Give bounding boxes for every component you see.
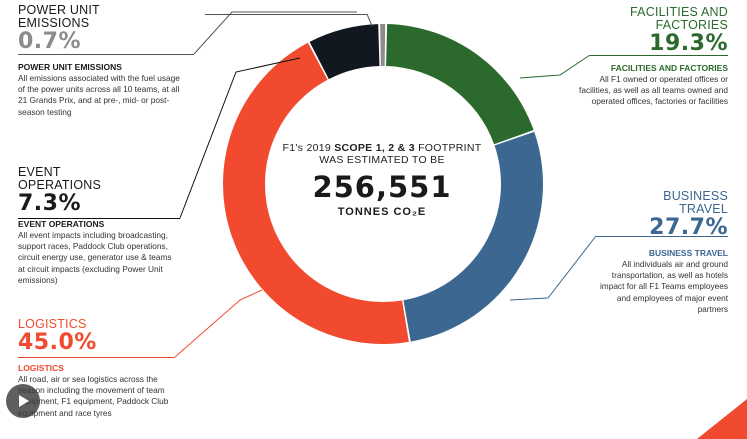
play-icon <box>19 395 29 407</box>
business-connector <box>596 236 728 237</box>
logistics-title: LOGISTICS <box>18 317 87 331</box>
power-unit-subtitle: POWER UNIT EMISSIONS <box>18 62 122 72</box>
center-total: 256,551 <box>312 170 452 204</box>
power-connector-bottom <box>18 54 194 55</box>
center-heading-a: F1's 2019 <box>282 142 335 154</box>
center-heading-line2: WAS ESTIMATED TO BE <box>319 154 445 166</box>
facilities-subtitle: FACILITIES AND FACTORIES <box>610 63 728 73</box>
logistics-percent: 45.0% <box>18 330 97 355</box>
donut-slice-event-operations <box>309 24 380 80</box>
leader-line-4 <box>509 235 597 301</box>
event-operations-title: EVENT OPERATIONS <box>18 165 102 192</box>
business-travel-percent: 27.7% <box>649 215 728 240</box>
event-operations-subtitle: EVENT OPERATIONS <box>18 219 105 229</box>
event-connector <box>18 218 180 219</box>
business-travel-description: All individuals air and ground transport… <box>599 259 728 314</box>
power-unit-description: All emissions associated with the fuel u… <box>18 73 180 117</box>
center-unit: TONNES CO₂E <box>337 206 427 218</box>
power-unit-percent: 0.7% <box>18 29 82 54</box>
business-travel-block: BUSINESS TRAVEL 27.7% BUSINESS TRAVEL Al… <box>588 190 728 315</box>
facilities-block: FACILITIES AND FACTORIES 19.3% FACILITIE… <box>570 6 728 108</box>
leader-line-5 <box>174 289 263 358</box>
business-travel-title: BUSINESS TRAVEL <box>663 189 728 216</box>
donut-slice-power-unit-emissions <box>380 23 386 67</box>
facilities-connector <box>590 55 728 56</box>
donut-slice-business-travel <box>403 131 543 342</box>
power-unit-block: POWER UNIT EMISSIONS 0.7% POWER UNIT EMI… <box>18 4 188 118</box>
leader-line-3 <box>179 57 301 219</box>
center-heading-scope: SCOPE 1, 2 & 3 <box>334 142 415 154</box>
leader-line-2 <box>519 54 591 79</box>
leader-line-0 <box>366 13 373 27</box>
event-operations-description: All event impacts including broadcasting… <box>18 230 172 285</box>
corner-wedge-decoration <box>697 399 747 439</box>
logistics-subtitle: LOGISTICS <box>18 363 64 373</box>
center-heading: F1's 2019 SCOPE 1, 2 & 3 FOOTPRINT WAS E… <box>262 142 502 166</box>
business-travel-subtitle: BUSINESS TRAVEL <box>648 248 728 258</box>
facilities-percent: 19.3% <box>649 31 728 56</box>
power-connector-top <box>205 14 367 15</box>
donut-slice-facilities-and-factories <box>386 24 534 145</box>
leader-line-1 <box>193 11 357 55</box>
event-operations-percent: 7.3% <box>18 191 82 216</box>
donut-slice-logistics <box>222 42 409 344</box>
logistics-connector <box>18 357 175 358</box>
logistics-description: All road, air or sea logistics across th… <box>18 374 169 418</box>
play-button[interactable] <box>6 384 40 418</box>
logistics-block: LOGISTICS 45.0% LOGISTICS All road, air … <box>18 318 178 419</box>
event-operations-block: EVENT OPERATIONS 7.3% EVENT OPERATIONS A… <box>18 166 178 286</box>
power-unit-title: POWER UNIT EMISSIONS <box>18 3 100 30</box>
facilities-description: All F1 owned or operated offices or faci… <box>579 74 728 107</box>
center-heading-c: FOOTPRINT <box>414 142 482 154</box>
facilities-title: FACILITIES AND FACTORIES <box>630 5 728 32</box>
